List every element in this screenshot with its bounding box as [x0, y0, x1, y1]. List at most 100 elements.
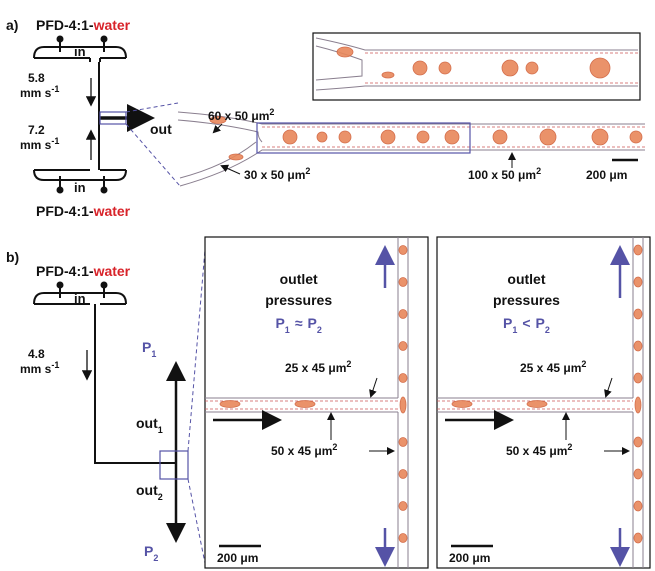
- exponent: 2: [536, 166, 541, 176]
- droplet: [634, 277, 642, 287]
- droplet: [399, 502, 407, 511]
- droplet: [399, 374, 407, 383]
- operator: ≈: [295, 315, 303, 331]
- inlet-label: in: [74, 44, 86, 59]
- channel-size: 25 x 45 μm2: [520, 359, 586, 375]
- channel-size: 100 x 50 μm2: [468, 166, 541, 182]
- droplet: [413, 61, 427, 75]
- droplet: [493, 130, 507, 144]
- exponent: 2: [346, 359, 351, 369]
- droplet: [452, 401, 472, 408]
- symbol: P: [503, 315, 512, 331]
- subscript: 1: [151, 349, 156, 359]
- droplet: [317, 132, 327, 142]
- symbol: P: [275, 315, 284, 331]
- droplet: [634, 245, 642, 255]
- operator: <: [522, 315, 530, 331]
- channel-size: 25 x 45 μm2: [285, 359, 351, 375]
- figure: a) PFD-4:1-water in 5.8 mm s-1 7.2 mm s-…: [0, 0, 655, 571]
- pressure-label: P2: [144, 543, 158, 563]
- droplet: [590, 58, 610, 78]
- outlet-label: out2: [136, 482, 163, 502]
- inlet-label: in: [74, 291, 86, 306]
- symbol: P: [536, 315, 545, 331]
- droplet: [635, 397, 641, 413]
- flow-speed: 5.8: [28, 71, 45, 85]
- symbol: P: [142, 339, 151, 355]
- droplet: [592, 129, 608, 145]
- droplet: [634, 437, 642, 447]
- droplet: [526, 62, 538, 74]
- droplet: [229, 154, 243, 160]
- unit: mm s: [20, 362, 52, 376]
- size: 50 x 45 μm: [506, 444, 567, 458]
- droplet: [634, 533, 642, 543]
- droplet: [445, 130, 459, 144]
- flow-unit: mm s-1: [20, 360, 59, 376]
- droplet: [399, 438, 407, 447]
- flow-unit: mm s-1: [20, 136, 59, 152]
- channel-size: 50 x 45 μm2: [271, 442, 337, 458]
- droplet: [502, 60, 518, 76]
- droplet: [399, 246, 407, 255]
- inlet-label: in: [74, 180, 86, 195]
- panel-label: b): [6, 249, 19, 265]
- droplet: [527, 401, 547, 408]
- channel-size: 30 x 50 μm2: [244, 166, 310, 182]
- zoom-line: [188, 479, 206, 568]
- outlet-label: out1: [136, 415, 163, 435]
- droplet: [283, 130, 297, 144]
- inset-title: pressures: [493, 292, 560, 308]
- flow-speed: 7.2: [28, 123, 45, 137]
- pointer: [214, 124, 222, 132]
- size: 60 x 50 μm: [208, 109, 269, 123]
- exponent: 2: [305, 166, 310, 176]
- fluid-water: water: [93, 17, 131, 33]
- droplet: [634, 469, 642, 479]
- droplet: [400, 397, 406, 413]
- droplet: [634, 373, 642, 383]
- droplet: [381, 130, 395, 144]
- size: 25 x 45 μm: [285, 361, 346, 375]
- droplet: [634, 501, 642, 511]
- name: out: [136, 415, 158, 431]
- main-channel: [95, 304, 176, 463]
- fluid-label: PFD-4:1-water: [36, 203, 131, 219]
- exponent: 2: [269, 107, 274, 117]
- exponent: -1: [51, 84, 59, 94]
- symbol: P: [144, 543, 153, 559]
- subscript: 2: [153, 553, 158, 563]
- subscript: 1: [158, 425, 163, 435]
- scale-label: 200 μm: [217, 551, 258, 565]
- inset-title: pressures: [265, 292, 332, 308]
- droplet: [295, 401, 315, 408]
- size: 30 x 50 μm: [244, 168, 305, 182]
- exponent: 2: [332, 442, 337, 452]
- pressure-label: P1: [142, 339, 156, 359]
- unit: mm s: [20, 138, 52, 152]
- outlet-label: out: [150, 121, 172, 137]
- exponent: 2: [581, 359, 586, 369]
- subscript: 2: [545, 325, 550, 335]
- fluid-water: water: [93, 263, 131, 279]
- name: out: [136, 482, 158, 498]
- droplet: [634, 341, 642, 351]
- subscript: 1: [512, 325, 517, 335]
- droplet: [630, 131, 642, 143]
- droplet: [399, 310, 407, 319]
- droplet: [220, 401, 240, 408]
- fluid-label: PFD-4:1-water: [36, 263, 131, 279]
- droplet: [399, 534, 407, 543]
- zoom-line: [188, 238, 206, 451]
- droplet: [382, 72, 394, 78]
- fluid-water: water: [93, 203, 131, 219]
- size: 25 x 45 μm: [520, 361, 581, 375]
- exponent: -1: [51, 360, 59, 370]
- droplet: [417, 131, 429, 143]
- size: 100 x 50 μm: [468, 168, 536, 182]
- unit: mm s: [20, 86, 52, 100]
- symbol: P: [308, 315, 317, 331]
- flow-unit: mm s-1: [20, 84, 59, 100]
- subscript: 1: [285, 325, 290, 335]
